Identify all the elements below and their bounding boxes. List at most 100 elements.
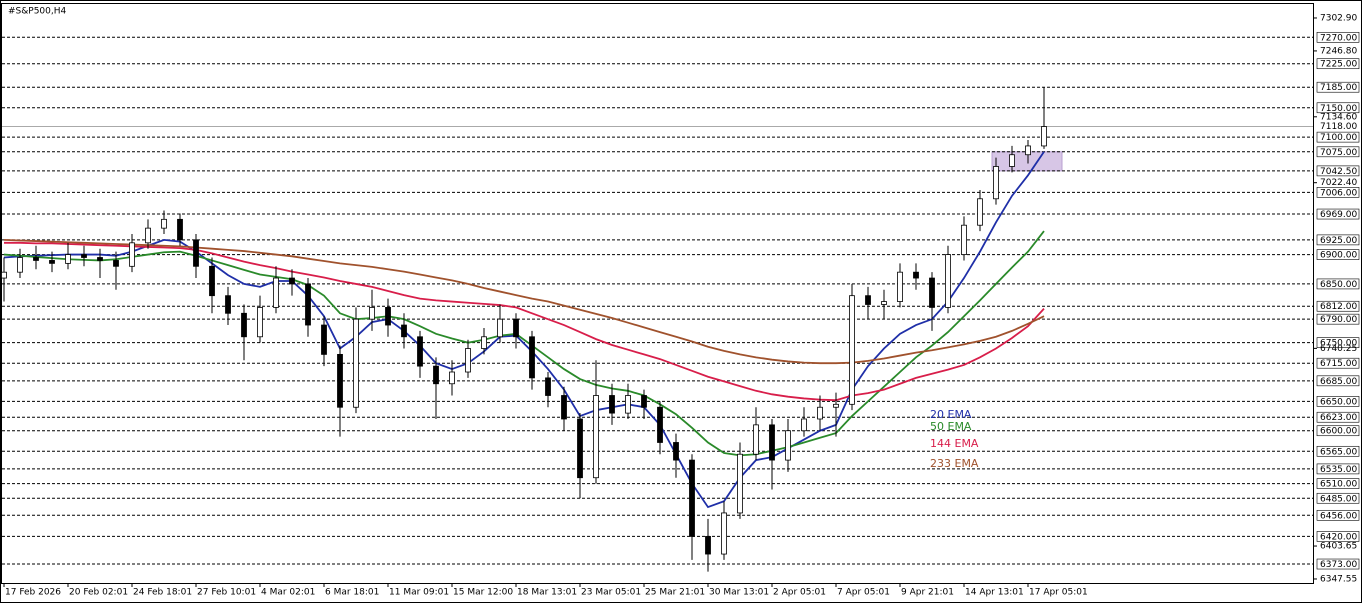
level-label: 6420.00: [1320, 532, 1357, 542]
level-label: 7075.00: [1320, 148, 1357, 158]
candle-body: [833, 403, 839, 408]
candle-body: [513, 318, 519, 338]
candle-body: [689, 459, 695, 537]
candle-body: [929, 277, 935, 308]
chart-title: #S&P500,H4: [8, 7, 67, 17]
x-tick-label: 2 Apr 05:01: [773, 588, 826, 598]
level-label: 6900.00: [1320, 251, 1357, 261]
candle-body: [81, 254, 87, 258]
level-label-box: [1316, 300, 1360, 312]
level-label-box: [1316, 278, 1360, 290]
candle-body: [433, 365, 439, 385]
level-label-box: [1316, 165, 1360, 177]
candle-body: [33, 257, 39, 261]
y-tick-label: 6347.55: [1320, 574, 1357, 584]
x-tick-label: 11 Mar 09:01: [389, 588, 449, 598]
level-label: 6600.00: [1320, 427, 1357, 437]
ema-legend: 20 EMA: [930, 408, 972, 421]
candle-body: [529, 336, 535, 379]
y-tick-label: 7134.60: [1320, 112, 1357, 122]
level-label-box: [1316, 396, 1360, 407]
ema-legend: 144 EMA: [930, 437, 979, 450]
candle-body: [305, 283, 311, 326]
candle-body: [705, 536, 711, 555]
candle-body: [337, 353, 343, 408]
level-label-box: [1316, 31, 1360, 43]
y-tick-label: 6403.65: [1320, 542, 1357, 552]
candle-body: [369, 307, 375, 320]
candle-body: [961, 224, 967, 255]
level-label-box: [1316, 249, 1360, 260]
candle-body: [17, 257, 23, 273]
x-tick-label: 30 Mar 13:01: [709, 588, 769, 598]
candle-body: [657, 406, 663, 443]
level-label-box: [1316, 492, 1360, 504]
candle-body: [881, 301, 887, 305]
candle-body: [497, 318, 503, 338]
candle-body: [609, 395, 615, 414]
x-tick-label: 20 Feb 02:01: [69, 588, 128, 598]
candle-body: [193, 239, 199, 267]
candle-body: [321, 324, 327, 355]
level-label: 7150.00: [1320, 104, 1357, 114]
level-label: 6565.00: [1320, 447, 1357, 457]
x-tick-label: 23 Mar 05:01: [581, 588, 641, 598]
level-label-box: [1316, 337, 1360, 348]
candle-body: [1, 271, 7, 279]
x-tick-label: 17 Feb 2026: [5, 588, 61, 598]
y-tick-label: 6740.25: [1320, 344, 1357, 354]
level-label: 6535.00: [1320, 465, 1357, 475]
x-tick-label: 24 Feb 18:01: [133, 588, 192, 598]
level-label: 6456.00: [1320, 511, 1357, 521]
candle-body: [481, 336, 487, 349]
x-tick-label: 25 Mar 21:01: [645, 588, 705, 598]
candle-body: [385, 307, 391, 326]
x-tick-label: 17 Apr 05:01: [1029, 588, 1088, 598]
level-label-box: [1316, 463, 1360, 475]
plot-area: [1, 3, 1314, 584]
x-tick-label: 4 Mar 02:01: [261, 588, 315, 598]
level-label-box: [1316, 313, 1360, 325]
level-label-box: [1316, 411, 1360, 423]
candle-body: [209, 265, 215, 297]
candle-body: [289, 277, 295, 285]
level-label: 6750.00: [1320, 339, 1357, 349]
x-tick-label: 7 Apr 05:01: [837, 588, 890, 598]
level-label: 7225.00: [1320, 60, 1357, 70]
level-label: 6485.00: [1320, 494, 1357, 504]
level-label-box: [1316, 425, 1360, 437]
candle-body: [769, 424, 775, 461]
level-label: 6373.00: [1320, 560, 1357, 570]
level-label: 6623.00: [1320, 413, 1357, 423]
y-tick-label: 7022.40: [1320, 178, 1357, 188]
candle-body: [577, 418, 583, 479]
candle-body: [113, 260, 119, 267]
candle-body: [817, 406, 823, 420]
candle-body: [129, 242, 135, 267]
level-label-box: [1316, 208, 1360, 220]
candle-body: [241, 312, 247, 338]
candle-body: [977, 198, 983, 226]
candle-body: [449, 371, 455, 385]
level-label-box: [1316, 558, 1360, 570]
level-label-box: [1316, 58, 1360, 70]
candle-body: [737, 453, 743, 514]
price-label-box: [1317, 121, 1359, 132]
level-label-box: [1316, 478, 1360, 489]
ema-legend: 233 EMA: [930, 457, 979, 470]
ema-line: [3, 230, 1045, 457]
candle-body: [849, 295, 855, 405]
level-label: 6925.00: [1320, 236, 1357, 246]
level-label-box: [1316, 509, 1360, 521]
y-tick-label: 7246.80: [1320, 46, 1357, 56]
candle-body: [913, 271, 919, 279]
level-label-box: [1316, 357, 1360, 369]
y-tick-label: 7302.90: [1320, 13, 1357, 23]
level-label-box: [1316, 234, 1360, 246]
candle-body: [465, 348, 471, 373]
candle-body: [641, 395, 647, 408]
level-label: 7270.00: [1320, 33, 1357, 43]
x-tick-label: 14 Apr 13:01: [965, 588, 1024, 598]
level-label: 6812.00: [1320, 302, 1357, 312]
